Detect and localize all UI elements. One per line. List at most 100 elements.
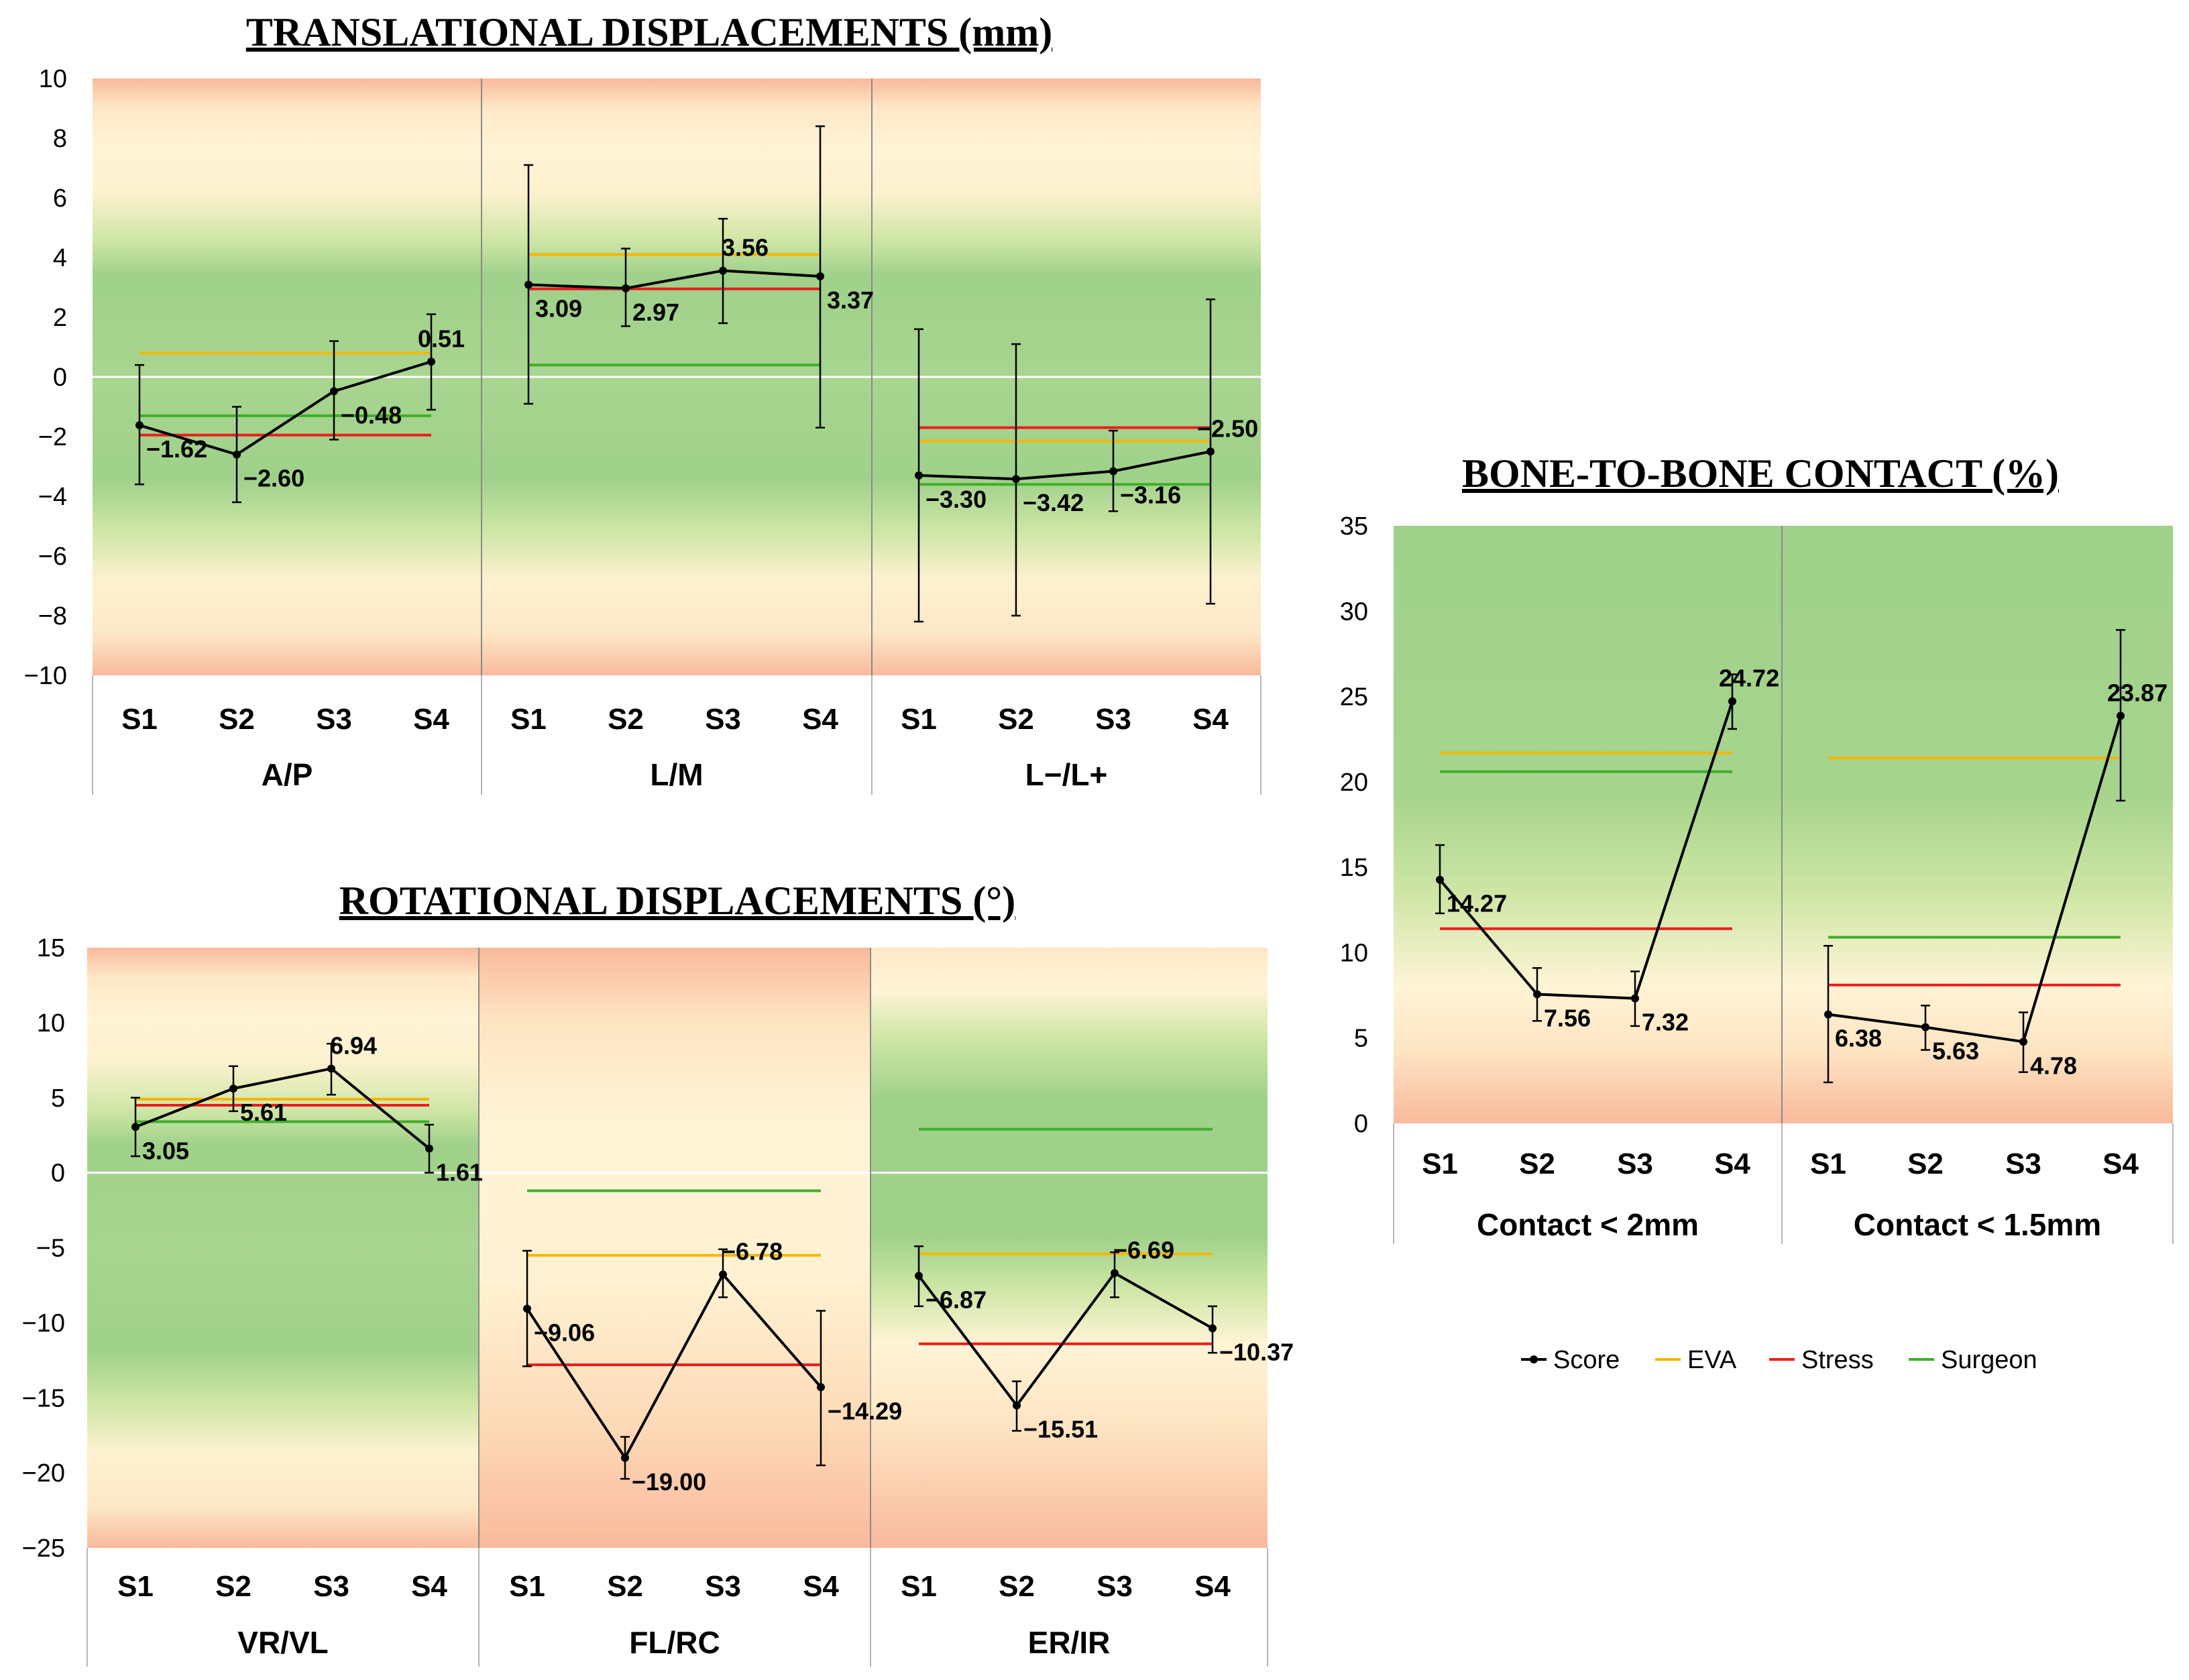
data-label: 14.27	[1447, 890, 1507, 917]
group-1: −1.62 −2.60 −0.48 0.51 S1 S2 S3 S4 A/P	[121, 313, 465, 792]
score-point	[1533, 990, 1541, 999]
group-3: −3.30 −3.42 −3.16 −2.50 S1 S2 S3 S4 L−/L+	[901, 298, 1258, 792]
x-category-label: S3	[313, 1570, 349, 1603]
x-category-label: S3	[2005, 1147, 2041, 1180]
x-group-label: ER/IR	[1028, 1625, 1111, 1660]
score-point	[2019, 1038, 2027, 1046]
x-category-label: S4	[803, 1570, 839, 1603]
y-tick-label: 2	[53, 304, 67, 332]
x-category-label: S3	[316, 703, 352, 736]
score-point	[915, 1272, 923, 1280]
y-tick-label: 25	[1340, 683, 1368, 712]
legend-marker-score	[1530, 1355, 1538, 1363]
score-point	[135, 421, 144, 430]
score-line	[135, 1067, 431, 1150]
data-label: 5.63	[1932, 1038, 1979, 1065]
score-point	[1631, 994, 1639, 1003]
x-category-label: S3	[705, 1570, 741, 1603]
x-category-label: S4	[1714, 1147, 1750, 1180]
y-tick-label: 20	[1340, 769, 1368, 797]
x-category-label: S1	[121, 703, 158, 736]
data-label: −6.78	[722, 1237, 783, 1265]
x-group-label: VR/VL	[237, 1625, 328, 1660]
y-tick-label: 15	[37, 934, 65, 962]
x-category-label: S4	[802, 703, 838, 736]
data-label: 24.72	[1719, 665, 1779, 692]
plot-background-2	[1782, 526, 2173, 1123]
x-category-label: S3	[705, 703, 741, 736]
data-label: 3.05	[142, 1137, 189, 1164]
score-point	[622, 284, 630, 292]
score-point	[1013, 1401, 1021, 1410]
x-category-label: S1	[510, 703, 547, 736]
score-point	[915, 471, 923, 480]
y-tick-label: −10	[24, 662, 67, 690]
y-tick-label: 35	[1340, 512, 1368, 541]
x-category-label: S2	[219, 703, 255, 736]
x-category-label: S1	[509, 1570, 545, 1603]
score-point	[523, 1304, 531, 1313]
data-label: 4.78	[2030, 1052, 2077, 1079]
y-tick-label: −2	[38, 423, 67, 451]
x-group-label: L/M	[650, 757, 703, 792]
data-label: −2.60	[243, 465, 304, 492]
y-tick-label: 0	[1354, 1110, 1368, 1138]
data-label: 3.09	[535, 294, 582, 322]
score-point	[131, 1123, 139, 1131]
x-category-label: S1	[1422, 1147, 1458, 1180]
x-category-label: S2	[998, 703, 1034, 736]
y-tick-label: 10	[39, 65, 67, 93]
score-point	[719, 1270, 727, 1279]
score-point	[1824, 1010, 1832, 1019]
y-tick-label: −15	[22, 1384, 65, 1412]
score-point	[427, 357, 435, 366]
data-label: −1.62	[146, 435, 207, 463]
plot-background-3	[871, 948, 1268, 1548]
y-tick-label: −4	[38, 483, 67, 511]
data-label: 7.32	[1642, 1009, 1689, 1036]
score-line	[918, 450, 1211, 481]
score-point	[1109, 467, 1117, 475]
score-point	[1206, 447, 1215, 456]
x-category-label: S4	[411, 1570, 447, 1603]
score-point	[425, 1144, 433, 1153]
score-point	[330, 387, 338, 396]
x-category-label: S1	[117, 1570, 154, 1603]
x-category-label: S2	[608, 703, 644, 736]
data-label: 6.94	[330, 1031, 377, 1059]
data-label: 2.97	[632, 298, 679, 326]
chart-contact: 35 30 25 20 15 10 5 0 14.27 7.56 7.32 24.72 S1 S2 S3 S4…	[1340, 512, 2174, 1244]
legend-label-eva: EVA	[1687, 1346, 1737, 1374]
x-category-label: S4	[2102, 1147, 2139, 1180]
x-category-label: S1	[901, 1570, 937, 1603]
data-label: 6.38	[1835, 1025, 1882, 1052]
score-point	[817, 1383, 825, 1392]
data-label: 3.56	[722, 234, 769, 262]
data-label: −3.16	[1120, 482, 1181, 509]
score-line	[528, 269, 821, 290]
data-label: −6.69	[1113, 1236, 1174, 1264]
chart-title-translational: TRANSLATIONAL DISPLACEMENTS (mm)	[246, 10, 1052, 54]
x-category-label: S1	[1810, 1147, 1846, 1180]
x-group-label: L−/L+	[1025, 757, 1108, 792]
score-point	[1921, 1023, 1929, 1031]
legend-label-stress: Stress	[1801, 1346, 1874, 1374]
x-category-label: S2	[607, 1570, 643, 1603]
data-label: 7.56	[1544, 1005, 1591, 1032]
score-point	[1728, 697, 1736, 706]
data-label: −2.50	[1197, 414, 1258, 442]
y-tick-label: 5	[51, 1084, 65, 1113]
chart-title-contact: BONE-TO-BONE CONTACT (%)	[1462, 451, 2059, 496]
y-tick-label: −5	[36, 1235, 65, 1263]
plot-background-1	[87, 948, 479, 1548]
data-label: 23.87	[2107, 679, 2168, 706]
score-line	[526, 1272, 822, 1461]
group-2: 3.09 2.97 3.56 3.37 S1 S2 S3 S4 L/M	[510, 125, 874, 792]
x-category-label: S3	[1097, 1570, 1133, 1603]
y-tick-label: 30	[1340, 598, 1368, 626]
y-tick-label: 10	[37, 1009, 65, 1038]
score-point	[1111, 1269, 1119, 1278]
y-tick-label: 15	[1340, 854, 1368, 882]
x-category-label: S2	[215, 1570, 251, 1603]
